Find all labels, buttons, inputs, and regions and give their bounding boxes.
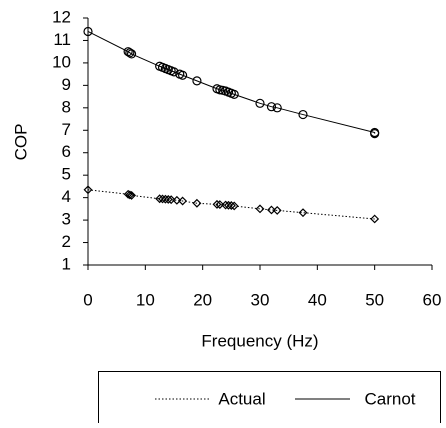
data-point bbox=[370, 129, 380, 139]
data-point bbox=[212, 199, 222, 209]
y-tick-label: 6 bbox=[62, 142, 71, 161]
x-tick-label: 10 bbox=[136, 290, 155, 309]
data-point bbox=[224, 200, 233, 210]
data-point bbox=[155, 194, 165, 204]
data-point bbox=[298, 109, 308, 120]
data-point bbox=[126, 49, 137, 59]
data-point bbox=[169, 67, 179, 77]
y-tick-label: 8 bbox=[62, 97, 71, 116]
y-tick-label: 9 bbox=[62, 75, 71, 94]
trend-line bbox=[87, 189, 375, 220]
data-point bbox=[160, 194, 170, 204]
data-point bbox=[229, 201, 239, 211]
legend-label: Carnot bbox=[364, 389, 415, 408]
data-point bbox=[163, 194, 173, 204]
data-point bbox=[267, 205, 276, 215]
x-tick-label: 0 bbox=[83, 290, 92, 309]
data-point bbox=[229, 89, 239, 99]
y-tick-label: 7 bbox=[62, 120, 71, 139]
data-point bbox=[166, 195, 176, 205]
trend-line bbox=[87, 31, 376, 134]
data-point bbox=[226, 201, 236, 210]
data-point bbox=[158, 194, 167, 204]
y-tick-label: 3 bbox=[62, 210, 71, 229]
x-tick-label: 40 bbox=[308, 290, 327, 309]
y-tick-label: 12 bbox=[52, 7, 71, 26]
legend-box bbox=[98, 371, 441, 428]
y-tick-label: 1 bbox=[62, 254, 71, 273]
x-tick-label: 30 bbox=[251, 290, 270, 309]
data-point bbox=[192, 76, 202, 86]
data-point bbox=[125, 48, 135, 58]
data-point bbox=[272, 103, 282, 113]
data-point bbox=[370, 214, 380, 224]
data-point bbox=[221, 200, 231, 210]
data-point bbox=[178, 196, 188, 206]
x-axis-title: Frequency (Hz) bbox=[201, 331, 318, 350]
data-point bbox=[125, 190, 135, 200]
data-point bbox=[192, 198, 202, 208]
x-tick-label: 50 bbox=[365, 290, 384, 309]
y-tick-label: 11 bbox=[53, 30, 71, 49]
data-point bbox=[298, 208, 308, 218]
data-point bbox=[83, 26, 93, 37]
legend-label: Actual bbox=[218, 389, 265, 408]
x-tick-label: 60 bbox=[423, 290, 442, 309]
x-tick-label: 20 bbox=[193, 290, 212, 309]
y-axis-title: COP bbox=[11, 124, 30, 161]
data-point bbox=[272, 205, 282, 215]
data-point bbox=[255, 204, 265, 214]
data-point bbox=[215, 200, 225, 210]
y-tick-label: 10 bbox=[52, 52, 71, 71]
data-point bbox=[255, 98, 265, 108]
data-point bbox=[83, 185, 93, 195]
y-tick-label: 2 bbox=[62, 232, 71, 251]
y-tick-label: 4 bbox=[62, 187, 71, 206]
data-point bbox=[172, 195, 182, 205]
data-point bbox=[266, 102, 277, 112]
y-tick-label: 5 bbox=[62, 165, 71, 184]
data-point bbox=[127, 190, 137, 200]
data-point bbox=[178, 70, 188, 80]
